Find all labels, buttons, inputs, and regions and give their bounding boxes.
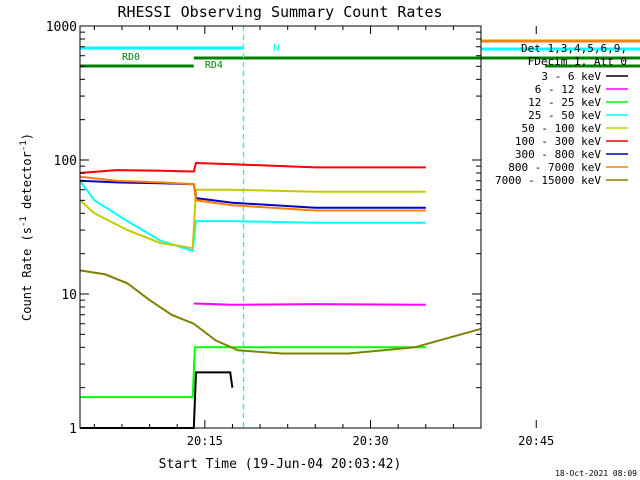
flag-label-rd0: RD0: [122, 52, 140, 63]
legend-item-label: 300 - 800 keV: [515, 148, 601, 161]
series-line-5: [79, 188, 426, 250]
series-layer: [79, 161, 482, 429]
series-line-6: [79, 161, 426, 174]
y-tick-label: 1: [69, 422, 77, 437]
series-line-4: [79, 180, 426, 253]
plot-frame: [79, 25, 482, 429]
y-tick-label: 1000: [46, 20, 77, 35]
legend-header-1: Det 1,3,4,5,6,9,: [521, 42, 627, 55]
y-label-sup2: -1: [19, 140, 29, 151]
series-line-8: [79, 175, 426, 212]
flag-label-rd4: RD4: [205, 60, 223, 71]
y-label-end: ): [20, 133, 34, 140]
legend-item-label: 3 - 6 keV: [541, 70, 601, 83]
y-axis: 1 10 100 1000: [46, 20, 481, 437]
generation-timestamp: 18-Oct-2021 08:09: [555, 469, 637, 478]
series-line-3: [80, 346, 426, 399]
y-axis-label: Count Rate (s-1 detector-1): [19, 133, 34, 321]
legend-item-label: 12 - 25 keV: [528, 96, 601, 109]
legend-item-label: 800 - 7000 keV: [508, 161, 601, 174]
legend-item-label: 100 - 300 keV: [515, 135, 601, 148]
x-tick-label: 20:45: [518, 434, 554, 448]
y-tick-label: 100: [54, 154, 77, 169]
legend-item-label: 7000 - 15000 keV: [495, 174, 601, 187]
series-line-2: [193, 302, 426, 306]
y-label-mid: detector: [20, 151, 34, 216]
flags-layer: RD0RD4NS: [80, 26, 640, 428]
series-line-7: [79, 179, 426, 209]
y-label-main: Count Rate (s: [20, 227, 34, 321]
legend: Det 1,3,4,5,6,9, FDecim 1, Att 0 3 - 6 k…: [495, 42, 628, 187]
x-tick-label: 20:30: [352, 434, 388, 448]
x-tick-label: 20:15: [187, 434, 223, 448]
x-axis-label: Start Time (19-Jun-04 20:03:42): [159, 457, 402, 472]
legend-item-label: 6 - 12 keV: [535, 83, 602, 96]
legend-item-label: 50 - 100 keV: [522, 122, 602, 135]
legend-header-2: FDecim 1, Att 0: [528, 55, 627, 68]
legend-item-label: 25 - 50 keV: [528, 109, 601, 122]
series-line-9: [79, 269, 482, 355]
chart-title: RHESSI Observing Summary Count Rates: [117, 3, 442, 21]
y-tick-label: 10: [61, 288, 77, 303]
flag-label-n: N: [273, 43, 279, 54]
series-line-1: [80, 371, 234, 429]
y-label-sup: -1: [19, 216, 29, 227]
